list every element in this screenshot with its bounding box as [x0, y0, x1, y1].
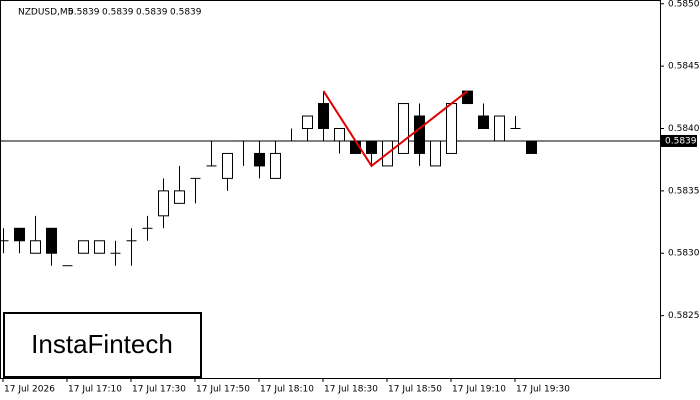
- watermark-box: [3, 312, 202, 378]
- candle-body: [302, 115, 313, 129]
- header-value: 0.5839: [136, 8, 168, 18]
- x-tick-label: 17 Jul 17:30: [132, 385, 186, 395]
- watermark: InstaFintech: [31, 329, 173, 359]
- x-tick-label: 17 Jul 17:50: [196, 385, 250, 395]
- candle-body: [94, 240, 105, 254]
- y-tick-label: 0.5840: [668, 124, 700, 134]
- y-tick-label: 0.5830: [668, 249, 700, 259]
- pattern-line: [322, 90, 469, 168]
- candle-body: [14, 227, 25, 242]
- candle-body: [430, 140, 441, 167]
- x-tick-label: 17 Jul 19:30: [516, 385, 570, 395]
- header-value: 0.5839: [68, 8, 100, 18]
- candle-body: [222, 152, 233, 179]
- chart-title: NZDUSD,M5: [18, 8, 73, 18]
- price-label: 0.5839: [665, 136, 697, 146]
- candle-body: [78, 240, 89, 254]
- y-tick-label: 0.5825: [668, 311, 700, 321]
- candle-body: [334, 127, 345, 142]
- candle-body: [398, 103, 409, 154]
- x-tick-label: 17 Jul 19:10: [452, 385, 506, 395]
- candle-body: [478, 115, 489, 129]
- candle-body: [414, 115, 425, 154]
- candle-body: [494, 115, 505, 142]
- y-tick-label: 0.5850: [668, 0, 700, 9]
- x-tick-label: 17 Jul 2026: [4, 385, 55, 395]
- candle-body: [270, 152, 281, 179]
- header-value: 0.5839: [170, 8, 202, 18]
- candle-body: [318, 103, 329, 129]
- candle-body: [526, 140, 537, 154]
- candle-body: [158, 190, 169, 217]
- candle-body: [446, 103, 457, 154]
- x-tick-label: 17 Jul 18:50: [388, 385, 442, 395]
- y-tick-label: 0.5835: [668, 186, 700, 196]
- header-value: 0.5839: [102, 8, 134, 18]
- candle-body: [254, 152, 265, 167]
- x-tick-label: 17 Jul 18:30: [324, 385, 378, 395]
- y-tick-label: 0.5845: [668, 62, 700, 72]
- candle-body: [46, 227, 57, 254]
- price-label-box: [661, 134, 697, 147]
- x-tick-label: 17 Jul 18:10: [260, 385, 314, 395]
- candle-body: [30, 240, 41, 254]
- candle-body: [366, 140, 377, 154]
- x-tick-label: 17 Jul 17:10: [68, 385, 122, 395]
- candle-body: [174, 190, 185, 204]
